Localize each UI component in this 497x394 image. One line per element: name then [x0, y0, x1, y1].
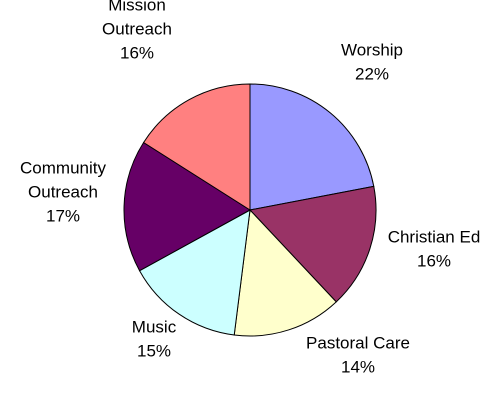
slice-category-label: Outreach	[102, 19, 172, 38]
slice-category-label: Outreach	[28, 182, 98, 201]
slice-label-worship: Worship 22%	[341, 40, 403, 83]
pie-slices	[123, 83, 377, 337]
pie-slice-mission-outreach	[142, 83, 251, 211]
pie-slice-christian-ed	[249, 185, 377, 303]
slice-category-label: Community	[20, 158, 106, 177]
slice-label-mission-outreach: Mission Outreach 16%	[102, 0, 172, 62]
slice-category-label: Mission	[108, 0, 166, 14]
slice-category-label: Christian Ed	[388, 227, 481, 246]
slice-label-christian-ed: Christian Ed 16%	[388, 227, 481, 270]
slice-label-pastoral-care: Pastoral Care 14%	[306, 333, 410, 376]
slice-percent-label: 14%	[341, 357, 375, 376]
slice-label-community-outreach: Community Outreach 17%	[20, 158, 106, 225]
slice-category-label: Pastoral Care	[306, 333, 410, 352]
slice-percent-label: 16%	[120, 43, 154, 62]
slice-label-music: Music 15%	[132, 317, 177, 360]
slice-percent-label: 16%	[417, 251, 451, 270]
pie-labels: Worship 22% Christian Ed 16% Pastoral Care 14…	[20, 0, 480, 376]
slice-percent-label: 17%	[46, 206, 80, 225]
slice-percent-label: 22%	[355, 64, 389, 83]
slice-category-label: Worship	[341, 40, 403, 59]
pie-slice-pastoral-care	[233, 208, 337, 337]
pie-slice-worship	[249, 83, 375, 211]
pie-slice-community-outreach	[123, 141, 251, 272]
pie-slice-music	[138, 209, 251, 336]
slice-category-label: Music	[132, 317, 177, 336]
slice-percent-label: 15%	[137, 341, 171, 360]
